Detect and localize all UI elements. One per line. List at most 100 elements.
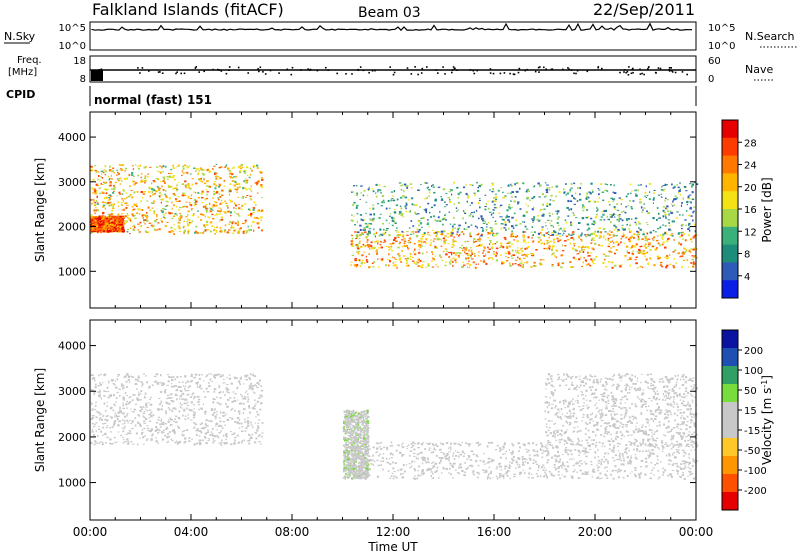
nave-dot <box>509 72 511 75</box>
echo-cell <box>400 207 403 210</box>
echo-cell <box>470 252 473 254</box>
echo-cell <box>556 218 560 220</box>
echo-cell <box>437 265 439 268</box>
echo-cell <box>237 442 240 444</box>
echo-cell <box>490 257 493 259</box>
echo-cell <box>107 227 110 229</box>
echo-cell <box>258 209 260 211</box>
echo-cell <box>129 227 132 229</box>
echo-cell <box>610 247 612 249</box>
echo-cell <box>158 171 161 173</box>
echo-cell <box>213 165 216 167</box>
echo-cell <box>175 394 177 397</box>
echo-cell <box>132 225 135 227</box>
freq-left-tick-bottom: 8 <box>80 74 86 85</box>
echo-cell <box>92 192 94 194</box>
echo-cell <box>234 229 237 231</box>
echo-cell <box>157 428 159 430</box>
echo-cell <box>184 385 187 388</box>
echo-cell <box>253 164 256 167</box>
echo-cell <box>660 193 662 195</box>
echo-cell <box>489 227 492 229</box>
echo-cell <box>249 383 252 385</box>
echo-cell <box>249 209 251 211</box>
echo-cell <box>102 414 105 416</box>
echo-cell <box>673 239 675 241</box>
echo-cell <box>672 205 674 207</box>
echo-cell <box>548 187 551 189</box>
echo-cell <box>644 247 648 249</box>
echo-cell <box>431 185 433 187</box>
echo-cell <box>646 222 648 223</box>
echo-cell <box>351 214 353 216</box>
echo-cell <box>566 192 569 195</box>
echo-cell <box>227 398 230 401</box>
echo-cell <box>114 221 117 224</box>
echo-cell <box>228 374 231 376</box>
echo-cell <box>570 208 573 211</box>
echo-cell <box>568 233 570 235</box>
echo-cell <box>653 192 656 194</box>
echo-cell <box>227 167 230 170</box>
echo-cell <box>158 403 162 406</box>
echo-cell <box>689 201 692 203</box>
echo-cell <box>174 415 178 417</box>
echo-cell <box>466 263 470 265</box>
echo-cell <box>246 195 249 197</box>
echo-cell <box>505 216 507 219</box>
echo-cell <box>681 202 683 204</box>
echo-cell <box>666 255 669 258</box>
echo-cell <box>132 168 135 170</box>
echo-cell <box>205 189 208 191</box>
echo-cell <box>576 253 578 255</box>
nave-dot <box>526 68 528 71</box>
echo-cell <box>581 217 585 220</box>
echo-cell <box>144 397 147 399</box>
echo-cell <box>652 229 655 232</box>
echo-cell <box>671 233 674 235</box>
echo-cell <box>435 264 437 266</box>
echo-cell <box>458 256 460 259</box>
echo-cell <box>680 204 683 207</box>
echo-cell <box>504 238 507 241</box>
echo-cell <box>230 430 232 433</box>
echo-cell <box>657 235 659 237</box>
echo-cell <box>522 236 525 239</box>
echo-cell <box>126 373 128 376</box>
echo-cell <box>506 247 509 249</box>
echo-cell <box>194 232 197 234</box>
echo-cell <box>502 219 505 221</box>
echo-cell <box>107 197 111 199</box>
echo-cell <box>110 416 113 419</box>
echo-cell <box>190 419 193 421</box>
echo-cell <box>591 239 593 241</box>
echo-cell <box>117 215 119 217</box>
echo-cell <box>508 241 511 244</box>
echo-cell <box>563 188 565 190</box>
echo-cell <box>211 413 215 416</box>
echo-cell <box>93 217 95 219</box>
echo-cell <box>612 246 615 248</box>
echo-cell <box>101 382 104 384</box>
echo-cell <box>469 255 472 258</box>
echo-cell <box>108 394 112 397</box>
echo-cell <box>139 406 142 408</box>
echo-cell <box>688 250 691 253</box>
colorbar-tick-label: 4 <box>744 272 750 283</box>
echo-cell <box>241 440 243 442</box>
echo-cell <box>444 235 447 237</box>
echo-cell <box>144 392 147 395</box>
echo-cell <box>237 224 239 226</box>
echo-cell <box>91 417 94 419</box>
echo-cell <box>148 413 152 415</box>
echo-cell <box>622 228 624 230</box>
echo-cell <box>92 218 95 220</box>
echo-cell <box>420 245 423 247</box>
echo-cell <box>172 407 176 410</box>
echo-cell <box>249 229 252 231</box>
echo-cell <box>168 431 171 433</box>
echo-cell <box>685 249 687 251</box>
echo-cell <box>149 403 153 406</box>
echo-cell <box>236 417 240 419</box>
echo-cell <box>656 239 659 242</box>
